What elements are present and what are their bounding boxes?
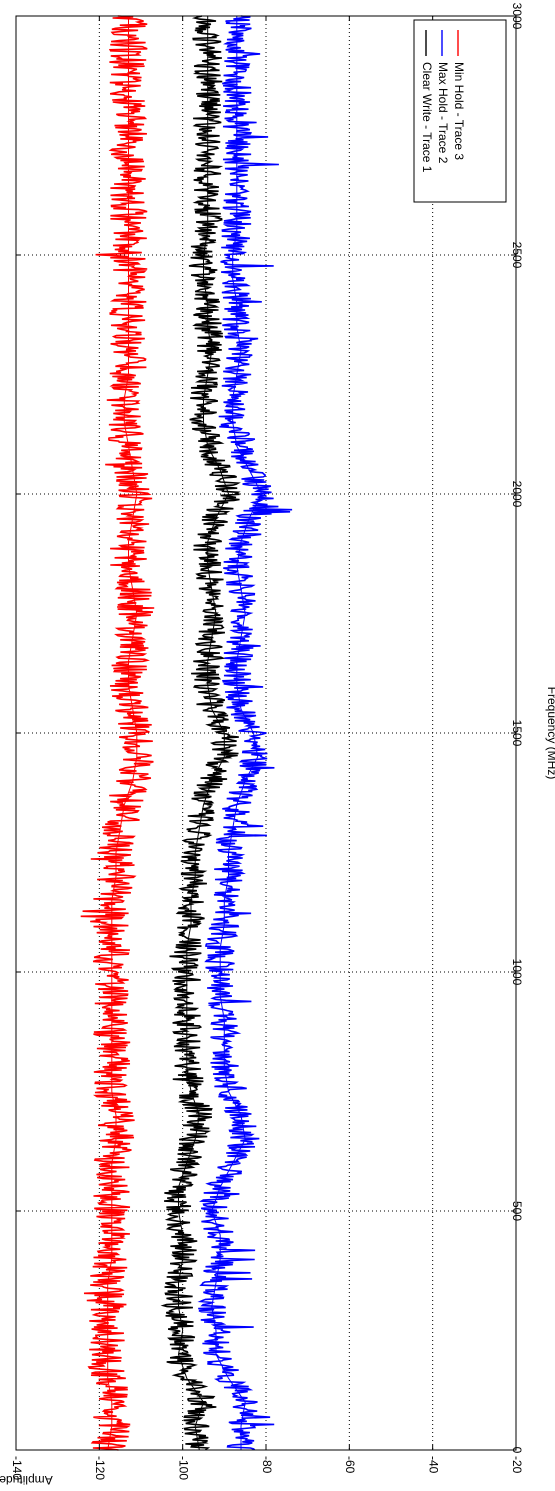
series-noise-2 [197,15,293,1451]
x-tick-label: 0 [510,1447,524,1454]
y-tick-label: -100 [176,1456,190,1480]
x-tick-label: 2000 [510,481,524,508]
series-1 [160,15,241,1451]
y-tick-label: -20 [510,1456,524,1474]
series-noise-3 [80,15,155,1451]
legend-box [413,19,507,203]
x-tick-label: 1000 [510,959,524,986]
series-noise-1 [160,15,241,1451]
x-tick-label: 2500 [510,242,524,269]
ticks [15,15,517,1451]
y-tick-label: -60 [343,1456,357,1474]
legend-label-2: Max Hold - Trace 2 [436,62,450,164]
legend-label-1: Clear Write - Trace 1 [420,62,434,173]
x-axis-label: Frequency (MHz) [545,687,555,780]
x-tick-label: 500 [510,1201,524,1221]
legend-label-3: Min Hold - Trace 3 [452,62,466,160]
series-2 [197,15,293,1451]
y-tick-label: -140 [10,1456,24,1480]
series-layer [80,15,293,1451]
tick-labels: 0 500 1000 1500 2000 2500 3000 -140 -120 -100 -80 -… [10,3,524,1481]
y-tick-label: -80 [260,1456,274,1474]
y-tick-label: -120 [93,1456,107,1480]
x-tick-label: 3000 [510,3,524,30]
y-axis-label: Amplitude (dBm) [0,1473,53,1487]
series-3 [80,15,155,1451]
y-tick-label: -40 [426,1456,440,1474]
x-tick-label: 1500 [510,720,524,747]
